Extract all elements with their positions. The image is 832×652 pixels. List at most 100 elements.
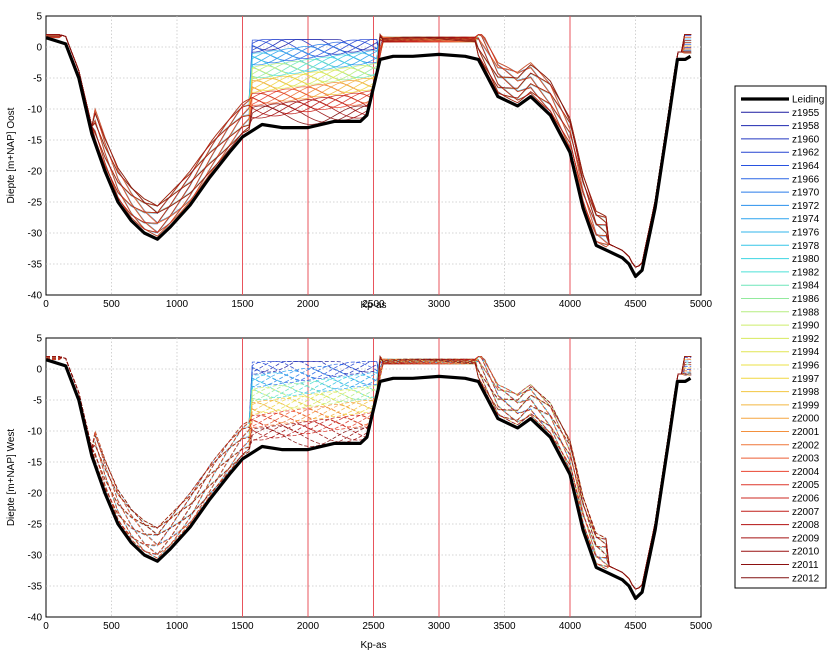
legend-label-z1976: z1976 xyxy=(792,228,820,239)
x-tick-label: 1500 xyxy=(231,621,254,632)
legend-label-z2002: z2002 xyxy=(792,440,820,451)
y-tick-label: -35 xyxy=(28,260,43,271)
plot-oost-xlabel: Kp-as xyxy=(360,300,386,311)
y-tick-label: -30 xyxy=(28,551,43,562)
x-tick-label: 4000 xyxy=(559,299,582,310)
legend-label-z2009: z2009 xyxy=(792,533,820,544)
series-z1980 xyxy=(46,356,692,590)
series-z2004 xyxy=(46,34,692,268)
y-tick-label: -5 xyxy=(33,74,42,85)
x-tick-label: 3000 xyxy=(428,621,451,632)
legend-label-z2001: z2001 xyxy=(792,427,820,438)
plot-oost-yticks: 5 0 -5 -10 -15 -20 -25 -30 -35 -40 xyxy=(28,12,43,302)
x-tick-label: 2500 xyxy=(362,299,385,310)
series-leiding xyxy=(45,36,692,278)
plot-west-yticks: 5 0 -5 -10 -15 -20 -25 -30 -35 -40 xyxy=(28,334,43,624)
series-z1976 xyxy=(46,356,692,590)
legend-label-z2012: z2012 xyxy=(792,573,820,584)
legend-label-z2011: z2011 xyxy=(792,560,819,571)
y-tick-label: -20 xyxy=(28,167,43,178)
x-tick-label: 1000 xyxy=(166,299,189,310)
legend-label-z1955: z1955 xyxy=(792,108,820,119)
plot-west-xticks: 0 500 1000 1500 2000 2500 3000 3500 4000 4500 5000 xyxy=(43,621,712,632)
x-tick-label: 1500 xyxy=(231,299,254,310)
y-tick-label: -40 xyxy=(28,613,43,624)
legend-label-z2004: z2004 xyxy=(792,467,820,478)
x-tick-label: 0 xyxy=(43,299,49,310)
series-z2007 xyxy=(46,356,692,590)
legend-label-z1997: z1997 xyxy=(792,374,820,385)
series-leiding xyxy=(45,358,692,601)
legend-label-z1998: z1998 xyxy=(792,387,820,398)
legend-label-z1982: z1982 xyxy=(792,267,820,278)
y-tick-label: -20 xyxy=(28,489,43,500)
legend-label-z1996: z1996 xyxy=(792,361,820,372)
x-tick-label: 500 xyxy=(103,621,120,632)
legend-label-z1960: z1960 xyxy=(792,134,820,145)
legend-label-z1988: z1988 xyxy=(792,307,820,318)
legend-label-z2006: z2006 xyxy=(792,494,820,505)
y-tick-label: -30 xyxy=(28,229,43,240)
y-tick-label: -35 xyxy=(28,582,43,593)
plot-oost-ylabel: Diepte [m+NAP] Oost xyxy=(6,107,17,203)
y-tick-label: 5 xyxy=(36,334,42,345)
legend-label-z1958: z1958 xyxy=(792,121,820,132)
x-tick-label: 3000 xyxy=(428,299,451,310)
x-tick-label: 4500 xyxy=(624,299,647,310)
legend: Leiding z1955 z1958 z1960 z1962 z1964 z1966 z19… xyxy=(734,85,827,589)
series-z2008 xyxy=(46,356,692,590)
legend-box xyxy=(734,85,827,589)
legend-label-z1970: z1970 xyxy=(792,188,820,199)
x-tick-label: 2500 xyxy=(362,621,385,632)
x-tick-label: 5000 xyxy=(690,621,713,632)
legend-label-z1962: z1962 xyxy=(792,148,820,159)
plot-west: 0 500 1000 1500 2000 2500 3000 3500 4000 4500 5000… xyxy=(6,334,713,652)
y-tick-label: 0 xyxy=(36,365,42,376)
plot-oost-leiding xyxy=(45,36,692,278)
legend-label-z2007: z2007 xyxy=(792,507,820,518)
x-tick-label: 2000 xyxy=(297,621,320,632)
legend-label-z1994: z1994 xyxy=(792,347,820,358)
legend-label-z1986: z1986 xyxy=(792,294,820,305)
legend-label-z1980: z1980 xyxy=(792,254,820,265)
x-tick-label: 3500 xyxy=(493,621,516,632)
x-tick-label: 0 xyxy=(43,621,49,632)
y-tick-label: -5 xyxy=(33,396,42,407)
legend-label-z2005: z2005 xyxy=(792,480,820,491)
legend-label-z2010: z2010 xyxy=(792,547,820,558)
x-tick-label: 3500 xyxy=(493,299,516,310)
plot-oost: 0 500 1000 1500 2000 2500 3000 3500 4000 4500 5000… xyxy=(6,12,713,312)
legend-label-z1978: z1978 xyxy=(792,241,820,252)
legend-label-z1992: z1992 xyxy=(792,334,820,345)
y-tick-label: -10 xyxy=(28,105,43,116)
y-tick-label: 0 xyxy=(36,43,42,54)
series-z2012 xyxy=(46,356,692,590)
legend-entries: Leiding z1955 z1958 z1960 z1962 z1964 z1966 z19… xyxy=(741,95,824,584)
x-tick-label: 2000 xyxy=(297,299,320,310)
legend-label-z2008: z2008 xyxy=(792,520,820,531)
legend-label-z1964: z1964 xyxy=(792,161,820,172)
y-tick-label: -25 xyxy=(28,520,43,531)
plot-oost-xticks: 0 500 1000 1500 2000 2500 3000 3500 4000 4500 5000 xyxy=(43,299,712,310)
y-tick-label: -15 xyxy=(28,136,43,147)
x-tick-label: 4000 xyxy=(559,621,582,632)
legend-label-z1966: z1966 xyxy=(792,174,820,185)
legend-label-z1990: z1990 xyxy=(792,321,820,332)
plot-west-leiding xyxy=(45,358,692,601)
y-tick-label: -25 xyxy=(28,198,43,209)
legend-label-z1974: z1974 xyxy=(792,214,820,225)
series-z1978 xyxy=(46,356,692,590)
x-tick-label: 4500 xyxy=(624,621,647,632)
legend-label-z1999: z1999 xyxy=(792,400,820,411)
y-tick-label: -40 xyxy=(28,291,43,302)
series-z1958 xyxy=(46,356,692,590)
y-tick-label: -10 xyxy=(28,427,43,438)
legend-label-z2000: z2000 xyxy=(792,414,820,425)
series-z2004 xyxy=(46,356,692,590)
plot-west-ylabel: Diepte [m+NAP] West xyxy=(6,429,17,527)
plot-oost-grid xyxy=(46,16,701,295)
plot-west-xlabel: Kp-as xyxy=(360,640,386,651)
x-tick-label: 1000 xyxy=(166,621,189,632)
y-tick-label: 5 xyxy=(36,12,42,23)
